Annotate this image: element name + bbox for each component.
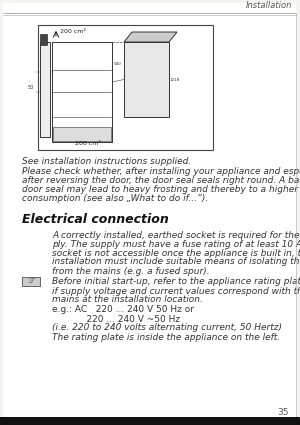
Text: See installation instructions supplied.: See installation instructions supplied. bbox=[22, 157, 191, 166]
Text: 220 ... 240 V ~50 Hz: 220 ... 240 V ~50 Hz bbox=[52, 314, 180, 323]
Text: e.g.: AC   220 ... 240 V 50 Hz or: e.g.: AC 220 ... 240 V 50 Hz or bbox=[52, 306, 194, 314]
Text: Before initial start-up, refer to the appliance rating plate to ascertain: Before initial start-up, refer to the ap… bbox=[52, 278, 300, 286]
Text: Installation: Installation bbox=[246, 1, 292, 10]
Text: 50: 50 bbox=[28, 85, 34, 90]
Text: installation must include suitable means of isolating the appliance: installation must include suitable means… bbox=[52, 258, 300, 266]
Text: mains at the installation location.: mains at the installation location. bbox=[52, 295, 203, 304]
Text: Electrical connection: Electrical connection bbox=[22, 212, 169, 226]
Bar bbox=[52, 42, 112, 142]
Text: socket is not accessible once the appliance is built in, the electrical: socket is not accessible once the applia… bbox=[52, 249, 300, 258]
Text: if supply voltage and current values correspond with those of the: if supply voltage and current values cor… bbox=[52, 286, 300, 295]
Bar bbox=[0, 417, 300, 425]
Text: ply. The supply must have a fuse rating of at least 10 Amps. If the: ply. The supply must have a fuse rating … bbox=[52, 240, 300, 249]
Text: from the mains (e.g. a fused spur).: from the mains (e.g. a fused spur). bbox=[52, 266, 210, 275]
Text: 200 cm²: 200 cm² bbox=[75, 141, 101, 146]
Text: Please check whether, after installing your appliance and especially: Please check whether, after installing y… bbox=[22, 167, 300, 176]
Text: A correctly installed, earthed socket is required for the electrical sup-: A correctly installed, earthed socket is… bbox=[52, 230, 300, 240]
Bar bbox=[40, 34, 47, 45]
Text: 35: 35 bbox=[278, 408, 289, 417]
Text: consumption (see also „What to do if...“).: consumption (see also „What to do if...“… bbox=[22, 193, 208, 202]
Text: The rating plate is inside the appliance on the left.: The rating plate is inside the appliance… bbox=[52, 332, 280, 342]
Text: 1218: 1218 bbox=[170, 77, 180, 82]
Text: (i.e. 220 to 240 volts alternating current, 50 Hertz): (i.e. 220 to 240 volts alternating curre… bbox=[52, 323, 282, 332]
Text: 200 cm²: 200 cm² bbox=[60, 29, 86, 34]
Bar bbox=[53, 127, 111, 141]
Bar bbox=[124, 42, 169, 117]
Text: 540: 540 bbox=[114, 62, 122, 66]
Text: after reversing the door, the door seal seals right round. A badly fitting: after reversing the door, the door seal … bbox=[22, 176, 300, 184]
Text: door seal may lead to heavy frosting and thereby to a higher power: door seal may lead to heavy frosting and… bbox=[22, 184, 300, 193]
Bar bbox=[38, 25, 213, 150]
Bar bbox=[40, 42, 50, 137]
Bar bbox=[22, 277, 40, 286]
Polygon shape bbox=[124, 32, 177, 42]
Text: ☞: ☞ bbox=[27, 277, 35, 286]
